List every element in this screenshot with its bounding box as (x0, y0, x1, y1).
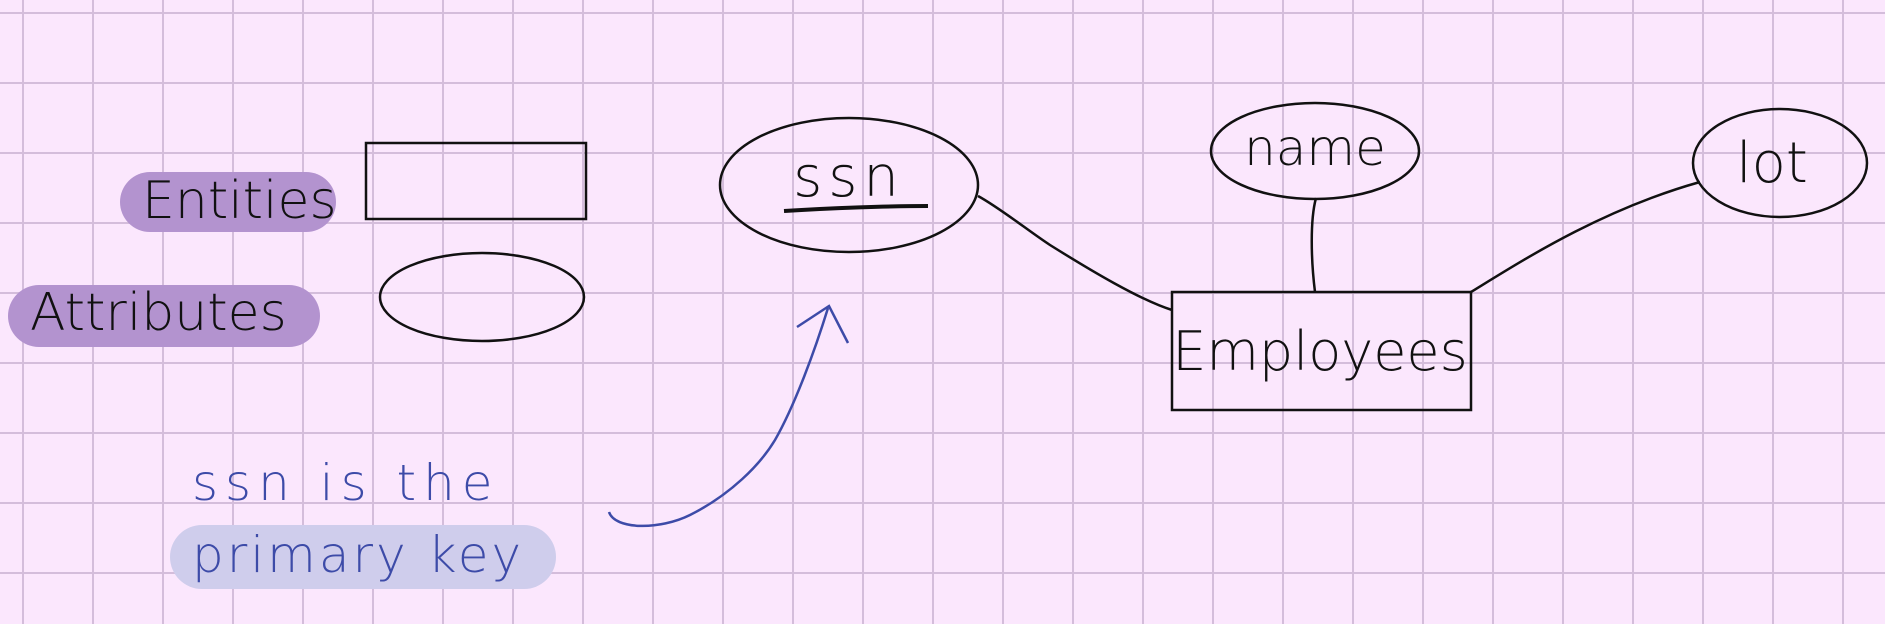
annotation-arrow (607, 307, 830, 528)
employees-label: Employees (1172, 320, 1468, 383)
name-label: name (1244, 119, 1386, 177)
lot-label: lot (1736, 131, 1808, 196)
entity-legend-symbol (364, 141, 588, 221)
legend: Entities Attributes (8, 141, 588, 347)
annotation-line-1: ssn is the (192, 454, 500, 512)
lot-to-employees-line (1470, 180, 1701, 294)
annotation-line-2: primary key (192, 526, 524, 584)
entities-label-highlight (120, 172, 336, 232)
attribute-ssn: ssn (718, 116, 980, 254)
employees-rectangle (1170, 290, 1473, 412)
attribute-lot: lot (1691, 107, 1869, 219)
ssn-to-employees-line (977, 194, 1173, 312)
entities-label: Entities (142, 171, 337, 231)
entity-employees: Employees (1170, 290, 1473, 412)
attributes-label-highlight (8, 285, 320, 347)
primary-key-annotation: ssn is the primary key (170, 304, 850, 589)
relationship-lines (977, 180, 1701, 312)
ssn-label: ssn (793, 145, 905, 210)
attributes-label: Attributes (30, 283, 287, 343)
attribute-name: name (1209, 101, 1421, 201)
lot-ellipse (1691, 107, 1869, 219)
primary-key-highlight (170, 525, 556, 589)
name-to-employees-line (1310, 197, 1318, 293)
name-ellipse (1209, 101, 1421, 201)
attribute-legend-symbol (378, 251, 586, 343)
ssn-key-underline (783, 204, 929, 213)
ssn-ellipse (718, 116, 980, 254)
annotation-arrowhead (796, 304, 850, 344)
